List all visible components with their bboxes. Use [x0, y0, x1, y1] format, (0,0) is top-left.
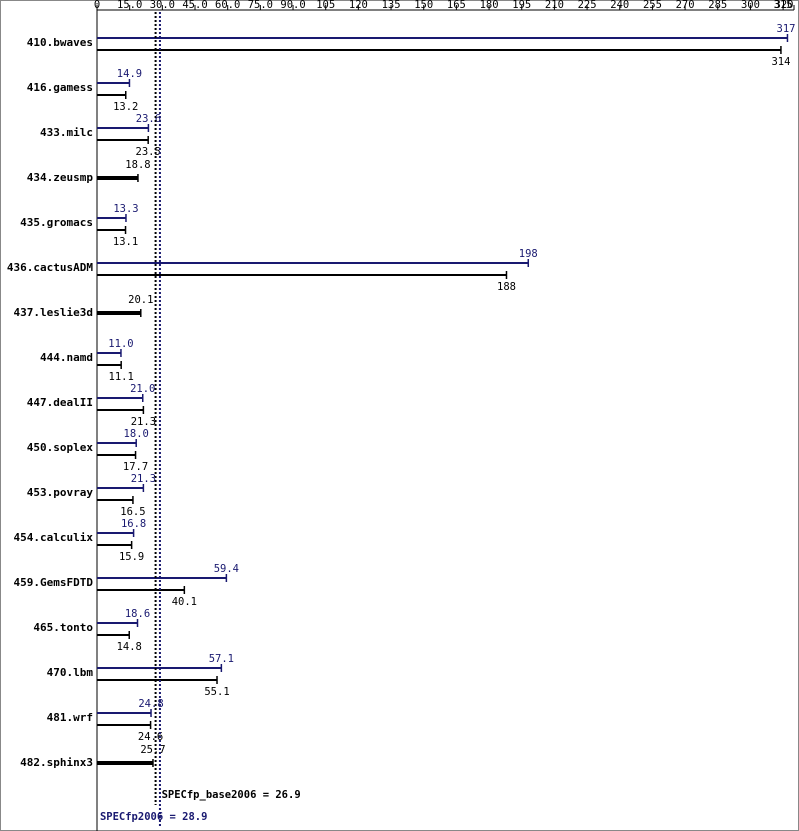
x-tick-label: 315 — [774, 0, 793, 11]
x-tick-label: 255 — [643, 0, 662, 11]
value-label: 17.7 — [123, 461, 148, 473]
value-label: 21.0 — [130, 383, 155, 395]
category-label: 450.soplex — [27, 441, 94, 454]
value-label: 188 — [497, 281, 516, 293]
value-label: 14.9 — [117, 68, 142, 80]
x-tick-label: 180 — [480, 0, 499, 11]
value-label: 55.1 — [204, 686, 229, 698]
category-label: 416.gamess — [27, 81, 93, 94]
x-tick-label: 120 — [349, 0, 368, 11]
x-tick-label: 240 — [610, 0, 629, 11]
value-label: 25.7 — [140, 744, 165, 756]
category-label: 447.dealII — [27, 396, 93, 409]
value-label: 13.2 — [113, 101, 138, 113]
value-label: 59.4 — [214, 563, 239, 575]
value-label: 16.8 — [121, 518, 146, 530]
value-label: 23.6 — [136, 113, 161, 125]
x-tick-label: 270 — [676, 0, 695, 11]
x-tick-label: 150 — [414, 0, 433, 11]
value-label: 24.6 — [138, 731, 163, 743]
category-label: 436.cactusADM — [7, 261, 93, 274]
category-label: 444.namd — [40, 351, 93, 364]
value-label: 21.3 — [131, 416, 156, 428]
value-label: 18.0 — [124, 428, 149, 440]
value-label: 13.3 — [113, 203, 138, 215]
value-label: 21.3 — [131, 473, 156, 485]
x-tick-label: 15.0 — [117, 0, 142, 11]
value-label: 18.6 — [125, 608, 150, 620]
category-label: 470.lbm — [47, 666, 94, 679]
x-tick-label: 300 — [741, 0, 760, 11]
category-label: 437.leslie3d — [14, 306, 93, 319]
x-tick-label: 45.0 — [182, 0, 207, 11]
x-tick-label: 30.0 — [150, 0, 175, 11]
value-label: 198 — [519, 248, 538, 260]
value-label: 314 — [771, 56, 790, 68]
x-tick-label: 195 — [512, 0, 531, 11]
value-label: 23.5 — [136, 146, 161, 158]
value-label: 20.1 — [128, 294, 153, 306]
x-tick-label: 210 — [545, 0, 564, 11]
x-tick-label: 0 — [94, 0, 100, 11]
value-label: 317 — [777, 23, 796, 35]
value-label: 16.5 — [120, 506, 145, 518]
category-label: 434.zeusmp — [27, 171, 94, 184]
category-label: 435.gromacs — [20, 216, 93, 229]
category-label: 453.povray — [27, 486, 94, 499]
x-tick-label: 285 — [708, 0, 727, 11]
x-tick-label: 165 — [447, 0, 466, 11]
x-tick-label: 135 — [382, 0, 401, 11]
x-tick-label: 320 — [775, 0, 794, 11]
x-tick-label: 60.0 — [215, 0, 240, 11]
reference-label: SPECfp2006 = 28.9 — [100, 811, 207, 823]
value-label: 11.0 — [108, 338, 133, 350]
value-label: 13.1 — [113, 236, 138, 248]
x-tick-label: 225 — [578, 0, 597, 11]
value-label: 18.8 — [125, 159, 150, 171]
reference-label: SPECfp_base2006 = 26.9 — [162, 789, 301, 801]
value-label: 15.9 — [119, 551, 144, 563]
value-label: 24.8 — [138, 698, 163, 710]
value-label: 14.8 — [117, 641, 142, 653]
x-tick-label: 90.0 — [280, 0, 305, 11]
category-label: 433.milc — [40, 126, 93, 139]
x-tick-label: 105 — [316, 0, 335, 11]
value-label: 57.1 — [209, 653, 234, 665]
category-label: 459.GemsFDTD — [14, 576, 94, 589]
category-label: 454.calculix — [14, 531, 94, 544]
x-tick-label: 75.0 — [248, 0, 273, 11]
category-label: 482.sphinx3 — [20, 756, 93, 769]
value-label: 11.1 — [109, 371, 134, 383]
category-label: 410.bwaves — [27, 36, 93, 49]
category-label: 465.tonto — [33, 621, 93, 634]
value-label: 40.1 — [172, 596, 197, 608]
category-label: 481.wrf — [47, 711, 93, 724]
